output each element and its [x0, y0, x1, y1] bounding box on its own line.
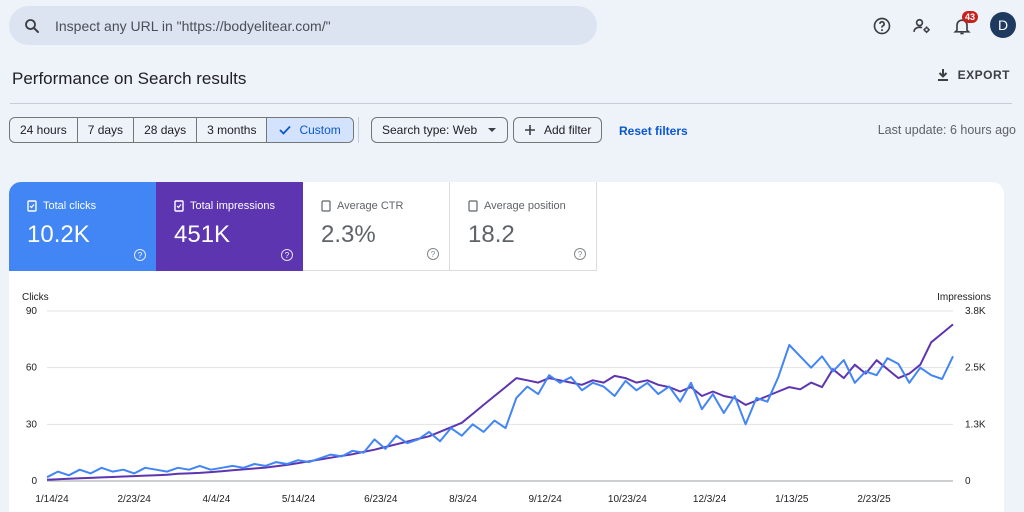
y-left-tick-label: 0	[31, 476, 37, 487]
x-tick-label: 10/23/24	[608, 494, 647, 505]
help-icon[interactable]: ?	[281, 249, 293, 261]
y-left-tick-label: 60	[26, 363, 38, 374]
metric-average-ctr[interactable]: Average CTR 2.3% ?	[303, 182, 450, 271]
x-tick-label: 9/12/24	[529, 494, 563, 505]
performance-card: Total clicks 10.2K ? Total impressions 4…	[9, 182, 1004, 512]
y-left-tick-label: 90	[26, 306, 38, 317]
range-24-hours[interactable]: 24 hours	[10, 118, 78, 142]
check-icon	[279, 125, 292, 135]
series-line-impressions	[46, 323, 954, 481]
export-button[interactable]: EXPORT	[936, 68, 1010, 82]
bell-icon[interactable]: 43	[946, 10, 979, 42]
checkbox-checked-icon	[174, 200, 184, 212]
x-tick-label: 1/13/25	[775, 494, 809, 505]
y-right-tick-label: 2.5K	[965, 363, 986, 374]
metric-value: 2.3%	[321, 221, 376, 248]
add-filter-button[interactable]: Add filter	[513, 117, 603, 143]
metric-label: Average position	[484, 200, 566, 212]
export-label: EXPORT	[957, 68, 1010, 82]
x-tick-label: 2/23/24	[118, 494, 152, 505]
search-type-dropdown[interactable]: Search type: Web	[371, 117, 509, 143]
account-settings-icon[interactable]	[906, 10, 938, 42]
search-type-label: Search type: Web	[382, 123, 478, 137]
x-tick-label: 4/4/24	[202, 494, 230, 505]
y-right-tick-label: 0	[965, 476, 971, 487]
metric-total-impressions[interactable]: Total impressions 451K ?	[156, 182, 303, 271]
range-custom[interactable]: Custom	[267, 118, 353, 142]
add-filter-label: Add filter	[544, 123, 592, 137]
y-right-tick-label: 3.8K	[965, 306, 986, 317]
metric-value: 10.2K	[27, 221, 90, 248]
filter-divider	[358, 117, 359, 143]
metric-value: 451K	[174, 221, 231, 248]
right-axis-title: Impressions	[937, 292, 991, 303]
series-line-clicks	[46, 344, 954, 479]
url-inspect-search[interactable]	[9, 6, 597, 45]
x-tick-label: 8/3/24	[449, 494, 477, 505]
help-icon[interactable]: ?	[427, 248, 439, 260]
x-tick-label: 2/23/25	[857, 494, 891, 505]
metric-value: 18.2	[468, 221, 515, 248]
range-7-days[interactable]: 7 days	[78, 118, 135, 142]
y-left-tick-label: 30	[26, 419, 38, 430]
x-tick-label: 12/3/24	[693, 494, 727, 505]
range-custom-label: Custom	[299, 123, 341, 137]
date-range-selector: 24 hours 7 days 28 days 3 months Custom	[9, 117, 354, 143]
top-bar: 43 D	[0, 0, 1024, 52]
help-icon[interactable]: ?	[574, 248, 586, 260]
download-icon	[937, 69, 948, 81]
x-tick-label: 6/23/24	[364, 494, 398, 505]
url-inspect-input[interactable]	[55, 17, 555, 34]
checkbox-empty-icon	[468, 200, 478, 212]
dropdown-arrow-icon	[488, 128, 497, 132]
notification-badge: 43	[962, 11, 979, 23]
page-title: Performance on Search results	[12, 69, 247, 88]
metric-label: Total clicks	[43, 200, 97, 212]
last-update-text: Last update: 6 hours ago	[877, 123, 1016, 137]
avatar[interactable]: D	[990, 12, 1016, 38]
x-tick-label: 1/14/24	[35, 494, 69, 505]
header-divider	[10, 103, 1012, 104]
range-3-months[interactable]: 3 months	[197, 118, 268, 142]
metric-total-clicks[interactable]: Total clicks 10.2K ?	[9, 182, 156, 271]
metric-label: Total impressions	[190, 200, 275, 212]
reset-filters-link[interactable]: Reset filters	[619, 124, 688, 138]
search-icon	[25, 18, 39, 33]
checkbox-empty-icon	[321, 200, 331, 212]
left-axis-title: Clicks	[22, 292, 49, 303]
metric-average-position[interactable]: Average position 18.2 ?	[450, 182, 597, 271]
y-right-tick-label: 1.3K	[965, 419, 986, 430]
x-tick-label: 5/14/24	[282, 494, 316, 505]
metric-label: Average CTR	[337, 200, 404, 212]
help-icon[interactable]: ?	[134, 249, 146, 261]
range-28-days[interactable]: 28 days	[134, 118, 198, 142]
checkbox-checked-icon	[27, 200, 37, 212]
plus-icon	[525, 125, 535, 135]
help-icon[interactable]	[866, 10, 898, 42]
performance-chart: Clicks Impressions 0 30 60 90 0 1.3K 2.5K 3.8K…	[22, 292, 991, 505]
